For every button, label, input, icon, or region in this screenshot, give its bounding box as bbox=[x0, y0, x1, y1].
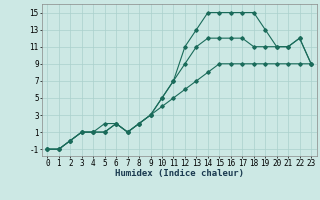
X-axis label: Humidex (Indice chaleur): Humidex (Indice chaleur) bbox=[115, 169, 244, 178]
